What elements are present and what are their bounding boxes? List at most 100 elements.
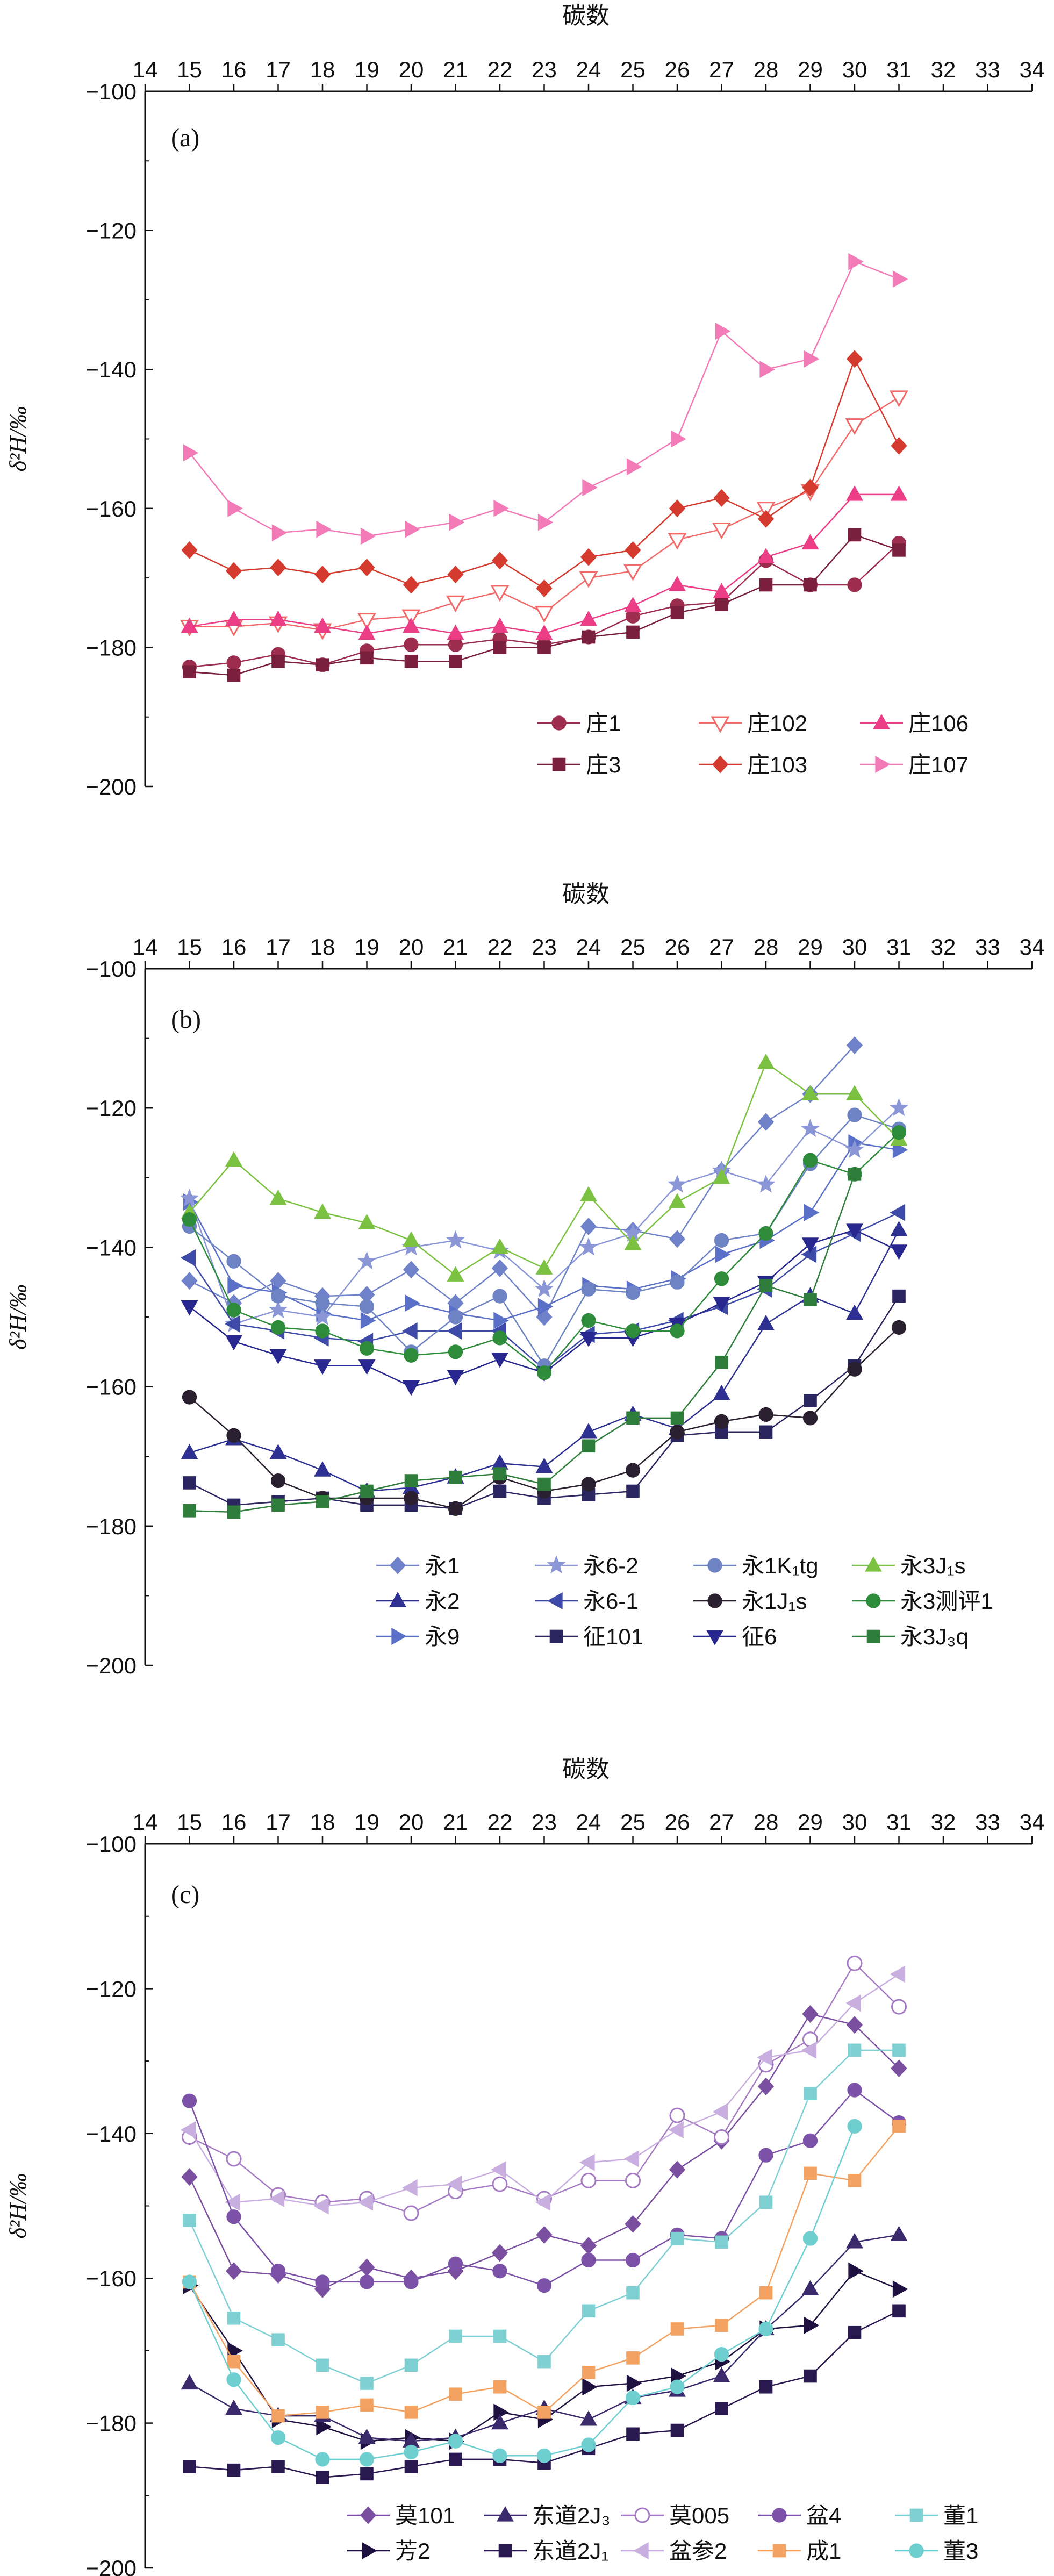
data-point bbox=[669, 2160, 686, 2179]
data-point bbox=[848, 2325, 862, 2339]
data-point bbox=[714, 2129, 729, 2145]
y-tick-label: −180 bbox=[85, 635, 137, 660]
y-axis-title: δ²H/‰ bbox=[5, 1284, 31, 1350]
panel-c: 碳数 14 15 16 17 18 19 20 21 22 23 24 25 26 27 28 29 30 31 3… bbox=[5, 1756, 1044, 2576]
x-tick-label: 21 bbox=[443, 934, 468, 960]
x-tick-label: 23 bbox=[532, 57, 557, 82]
legend-item: 庄107 bbox=[860, 752, 969, 777]
y-tick-label: −120 bbox=[85, 218, 137, 244]
data-point bbox=[403, 2205, 419, 2221]
data-point bbox=[316, 2418, 332, 2436]
data-point bbox=[845, 1994, 861, 2012]
data-point bbox=[757, 1054, 775, 1069]
x-tick-label: 15 bbox=[177, 934, 202, 960]
data-point bbox=[535, 1457, 553, 1473]
x-tick-label: 28 bbox=[754, 57, 779, 82]
x-tick-label: 24 bbox=[576, 1809, 601, 1835]
data-point bbox=[759, 2286, 773, 2300]
data-point bbox=[547, 1555, 566, 1574]
x-tick-label: 25 bbox=[620, 57, 646, 82]
legend-item: 永1J₁s bbox=[693, 1588, 807, 1614]
x-tick-labels: 14 15 16 17 18 19 20 21 22 23 24 25 26 27 28 29 30 31 32 33… bbox=[133, 934, 1045, 960]
data-point bbox=[758, 1407, 773, 1422]
x-tick-label: 24 bbox=[576, 57, 601, 82]
x-tick-label: 32 bbox=[931, 934, 956, 960]
x-tick-label: 23 bbox=[532, 1809, 557, 1835]
data-point bbox=[227, 1505, 241, 1519]
series-lines bbox=[180, 1955, 908, 2484]
data-point bbox=[846, 1085, 863, 1100]
data-point bbox=[891, 1320, 907, 1335]
data-point bbox=[582, 479, 598, 496]
x-tick-label: 25 bbox=[620, 1809, 646, 1835]
data-point bbox=[890, 2226, 908, 2242]
data-point bbox=[865, 1556, 882, 1572]
data-point bbox=[715, 2402, 728, 2415]
data-point bbox=[759, 1425, 773, 1439]
y-tick-labels: −100 −120 −140 −160 −180 −200 bbox=[85, 79, 137, 799]
data-point bbox=[670, 1323, 685, 1339]
data-point bbox=[670, 1275, 685, 1290]
data-point bbox=[626, 458, 642, 476]
data-point bbox=[534, 606, 554, 623]
data-point bbox=[535, 624, 553, 640]
data-point bbox=[626, 1411, 640, 1425]
data-point bbox=[315, 2452, 330, 2467]
series-永9 bbox=[183, 1134, 908, 1329]
legend-label: 董3 bbox=[943, 2538, 978, 2564]
data-point bbox=[756, 502, 776, 519]
data-point bbox=[757, 548, 775, 563]
data-point bbox=[706, 1630, 723, 1645]
data-point bbox=[401, 609, 421, 626]
data-point bbox=[404, 1348, 419, 1363]
legend-label: 盆4 bbox=[806, 2503, 841, 2528]
data-point bbox=[360, 1312, 376, 1329]
data-point bbox=[403, 576, 420, 594]
data-point bbox=[802, 2231, 818, 2246]
series-line bbox=[189, 2126, 900, 2417]
data-point bbox=[846, 2016, 863, 2034]
x-tick-label: 16 bbox=[221, 934, 247, 960]
series-line bbox=[189, 1044, 855, 1319]
data-point bbox=[534, 1279, 554, 1298]
panel-label: (c) bbox=[171, 1880, 199, 1909]
x-tick-label: 32 bbox=[931, 57, 956, 82]
y-axis-title: δ²H/‰ bbox=[5, 406, 31, 472]
legend-label: 庄3 bbox=[586, 752, 621, 777]
data-point bbox=[446, 1230, 465, 1249]
series-永1 bbox=[181, 1036, 863, 1326]
data-point bbox=[225, 562, 242, 580]
legend: 莫101 芳2 东道2J₃ 东道2J₁ 莫005 盆参2 盆4 成1 董1 董3 bbox=[347, 2503, 978, 2564]
legend-item: 庄103 bbox=[699, 752, 807, 777]
data-point bbox=[890, 1204, 906, 1221]
data-point bbox=[316, 2358, 329, 2372]
data-point bbox=[624, 596, 642, 612]
data-point bbox=[449, 1470, 462, 1484]
data-point bbox=[580, 1218, 597, 1236]
data-point bbox=[181, 1443, 198, 1459]
legend-item: 庄106 bbox=[860, 711, 969, 736]
data-point bbox=[579, 2153, 595, 2171]
data-point bbox=[847, 1107, 862, 1122]
data-point bbox=[712, 2103, 728, 2121]
data-point bbox=[804, 2369, 817, 2383]
data-point bbox=[634, 2507, 650, 2523]
data-point bbox=[625, 1285, 641, 1300]
data-point bbox=[269, 2190, 285, 2208]
legend-item: 永1K₁tg bbox=[693, 1553, 819, 1578]
data-point bbox=[181, 1272, 198, 1290]
panel-b: 碳数 14 15 16 17 18 19 20 21 22 23 24 25 26 27 28 29 30 31 3… bbox=[5, 881, 1044, 1678]
data-point bbox=[404, 1491, 419, 1506]
series-line bbox=[189, 2126, 856, 2460]
data-point bbox=[316, 520, 332, 538]
data-point bbox=[358, 1214, 376, 1229]
data-point bbox=[536, 2226, 553, 2244]
legend-item: 永1 bbox=[376, 1553, 460, 1578]
data-point bbox=[892, 270, 908, 288]
data-point bbox=[804, 2166, 817, 2180]
data-point bbox=[357, 2193, 374, 2211]
x-axis-title: 碳数 bbox=[562, 3, 610, 29]
data-point bbox=[359, 1299, 375, 1314]
legend-item: 东道2J₃ bbox=[484, 2503, 610, 2528]
data-point bbox=[670, 2423, 684, 2437]
